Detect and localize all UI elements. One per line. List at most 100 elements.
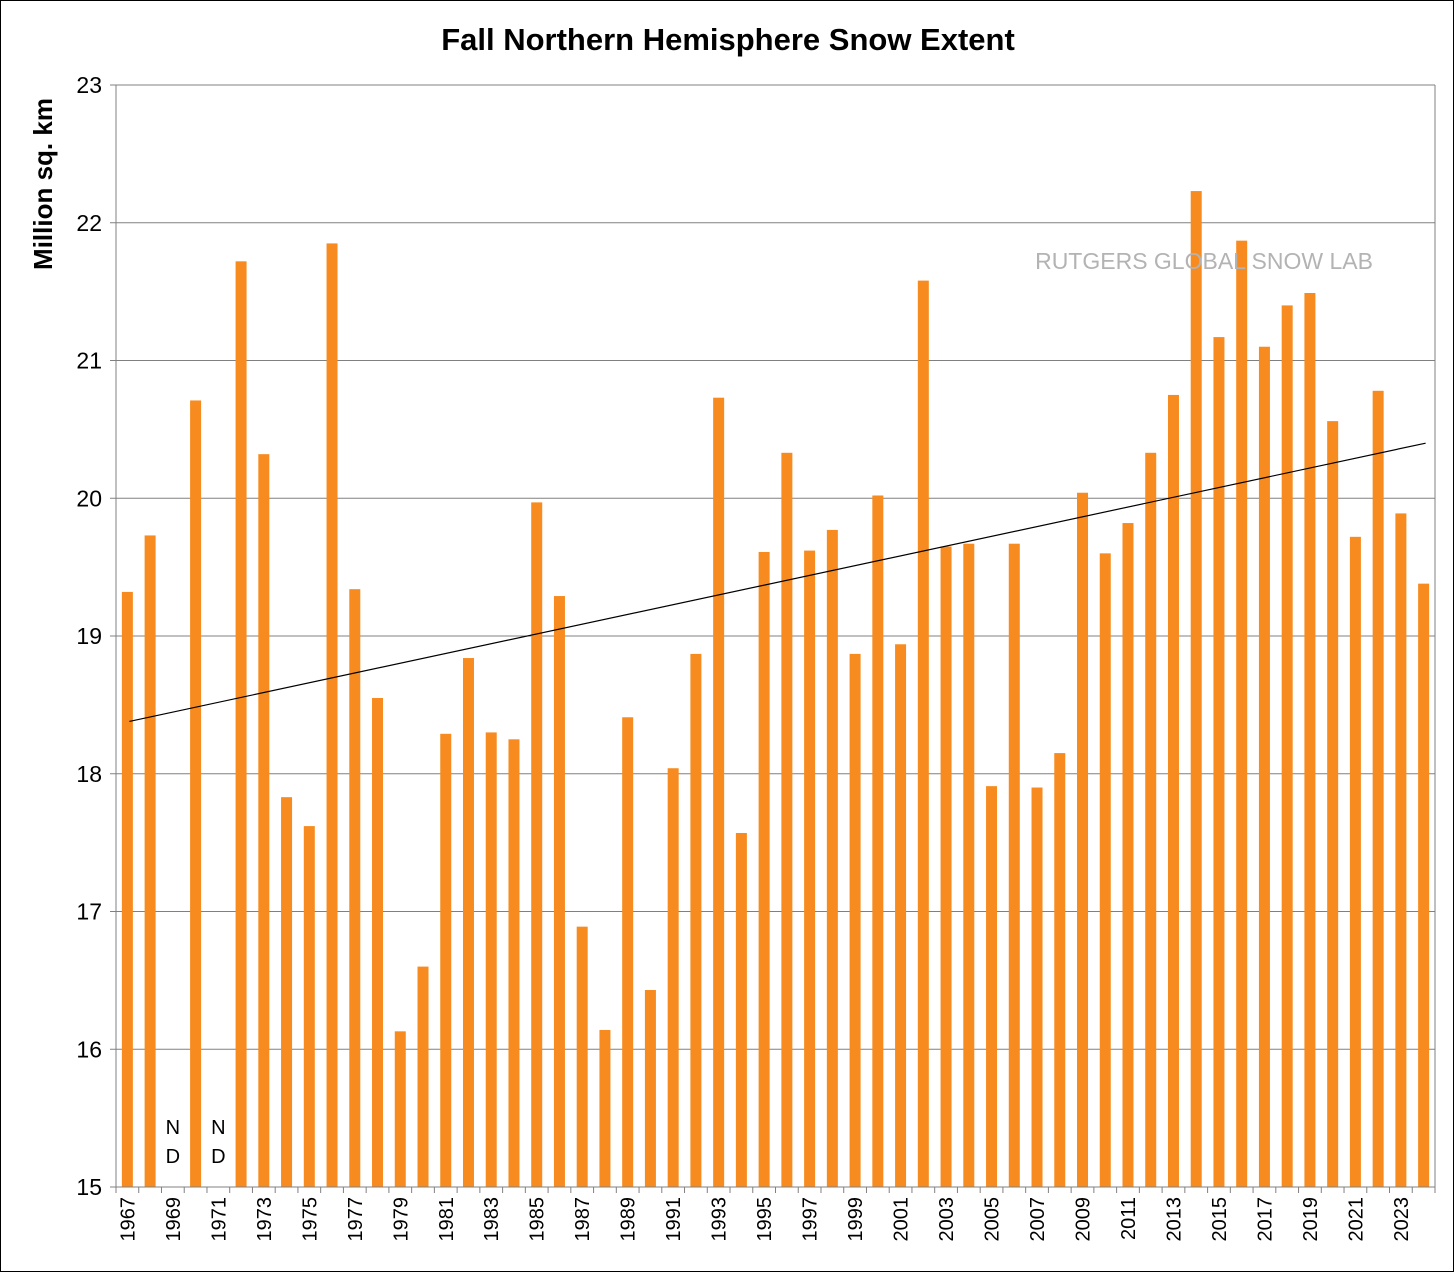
bar-1974 <box>281 797 293 1187</box>
bar-1992 <box>690 653 702 1187</box>
x-tick-label: 2021 <box>1345 1197 1367 1242</box>
x-tick-label: 1981 <box>436 1197 458 1242</box>
bar-1987 <box>576 926 588 1187</box>
x-tick-label: 1975 <box>299 1197 321 1242</box>
x-tick-label: 2003 <box>936 1197 958 1242</box>
bar-1997 <box>804 550 816 1187</box>
bar-1978 <box>372 697 384 1187</box>
bar-1988 <box>599 1029 611 1187</box>
no-data-label-d: D <box>166 1146 180 1168</box>
x-tick-label: 1973 <box>254 1197 276 1242</box>
y-tick-label: 17 <box>76 899 102 925</box>
x-tick-label: 1987 <box>572 1197 594 1242</box>
bars <box>121 191 1430 1188</box>
bar-1980 <box>417 966 429 1187</box>
bar-2018 <box>1281 305 1293 1187</box>
bar-1970 <box>190 400 202 1187</box>
bar-2012 <box>1145 452 1157 1188</box>
x-tick-label: 2009 <box>1073 1197 1095 1242</box>
bar-1996 <box>781 452 793 1188</box>
bar-2013 <box>1167 394 1179 1187</box>
bar-1977 <box>349 589 361 1187</box>
bar-1976 <box>326 243 338 1188</box>
axes <box>115 85 1436 1193</box>
bar-2023 <box>1395 513 1407 1187</box>
bar-1973 <box>258 454 270 1187</box>
watermark-text: RUTGERS GLOBAL SNOW LAB <box>1035 248 1373 274</box>
bar-1994 <box>735 832 747 1187</box>
x-tick-label: 1989 <box>618 1197 640 1242</box>
bar-2014 <box>1190 191 1202 1187</box>
bar-2019 <box>1304 293 1316 1187</box>
bar-2024 <box>1418 583 1430 1187</box>
bar-1984 <box>508 739 520 1187</box>
bar-1983 <box>485 732 497 1187</box>
bar-2017 <box>1258 346 1270 1188</box>
x-tick-label: 1993 <box>709 1197 731 1242</box>
bar-1985 <box>531 502 543 1187</box>
bar-2003 <box>940 546 952 1187</box>
bar-1967 <box>121 591 133 1187</box>
y-tick-label: 20 <box>76 485 102 511</box>
x-tick-label: 1977 <box>345 1197 367 1242</box>
x-tick-label: 1985 <box>527 1197 549 1242</box>
x-tick-label: 2011 <box>1118 1197 1140 1240</box>
bar-1995 <box>758 551 770 1187</box>
x-tick-label: 1967 <box>117 1197 139 1242</box>
bar-1999 <box>849 653 861 1187</box>
y-tick-label: 18 <box>76 761 102 787</box>
x-tick-label: 1995 <box>754 1197 776 1242</box>
no-data-label-n: N <box>166 1117 180 1139</box>
trend-line-group <box>129 442 1426 722</box>
x-tick-label: 1997 <box>800 1197 822 1242</box>
bar-1982 <box>462 658 474 1187</box>
y-tick-label: 16 <box>76 1036 102 1062</box>
bar-2011 <box>1122 523 1134 1187</box>
y-tick-label: 15 <box>76 1174 102 1200</box>
bar-2009 <box>1077 492 1089 1187</box>
y-tick-label: 23 <box>76 72 102 98</box>
bar-2016 <box>1236 240 1248 1188</box>
x-tick-label: 2007 <box>1027 1197 1049 1242</box>
no-data-label-d: D <box>211 1146 225 1168</box>
bar-1968 <box>144 535 156 1187</box>
x-tick-label: 2019 <box>1300 1197 1322 1242</box>
chart-title: Fall Northern Hemisphere Snow Extent <box>441 22 1015 57</box>
bar-1975 <box>303 826 315 1187</box>
y-tick-label: 22 <box>76 210 102 236</box>
bar-2015 <box>1213 337 1225 1187</box>
x-tick-label: 1999 <box>845 1197 867 1242</box>
bar-1979 <box>394 1031 406 1187</box>
bar-2000 <box>872 495 884 1187</box>
y-tick-labels: 15 16 17 18 19 20 21 22 23 <box>76 72 102 1200</box>
x-tick-label: 1991 <box>663 1197 685 1242</box>
x-tick-label: 2001 <box>891 1197 913 1242</box>
x-tick-label: 2013 <box>1163 1197 1185 1242</box>
y-axis-label: Million sq. km <box>28 98 58 270</box>
bar-1991 <box>667 768 679 1187</box>
x-tick-labels: 1967 1969 1971 1973 1975 1977 1979 1981 1983 1985… <box>117 1197 1413 1242</box>
bar-1998 <box>826 529 838 1187</box>
bar-2020 <box>1327 421 1339 1187</box>
x-tick-label: 1983 <box>481 1197 503 1242</box>
bar-1989 <box>622 717 634 1187</box>
x-tick-label: 2017 <box>1254 1197 1276 1242</box>
bar-2010 <box>1099 553 1111 1187</box>
bar-2004 <box>963 543 975 1187</box>
no-data-label-n: N <box>211 1117 225 1139</box>
bar-2002 <box>917 280 929 1188</box>
bar-1986 <box>553 596 565 1187</box>
bar-2021 <box>1349 536 1361 1187</box>
x-tick-label: 2023 <box>1391 1197 1413 1242</box>
bar-2007 <box>1031 787 1043 1187</box>
bar-1990 <box>644 990 656 1187</box>
bar-1972 <box>235 261 247 1187</box>
bar-2022 <box>1372 390 1384 1187</box>
x-tick-label: 2005 <box>982 1197 1004 1242</box>
bar-1981 <box>440 733 452 1187</box>
x-tick-label: 1979 <box>390 1197 412 1242</box>
y-tick-label: 19 <box>76 623 102 649</box>
